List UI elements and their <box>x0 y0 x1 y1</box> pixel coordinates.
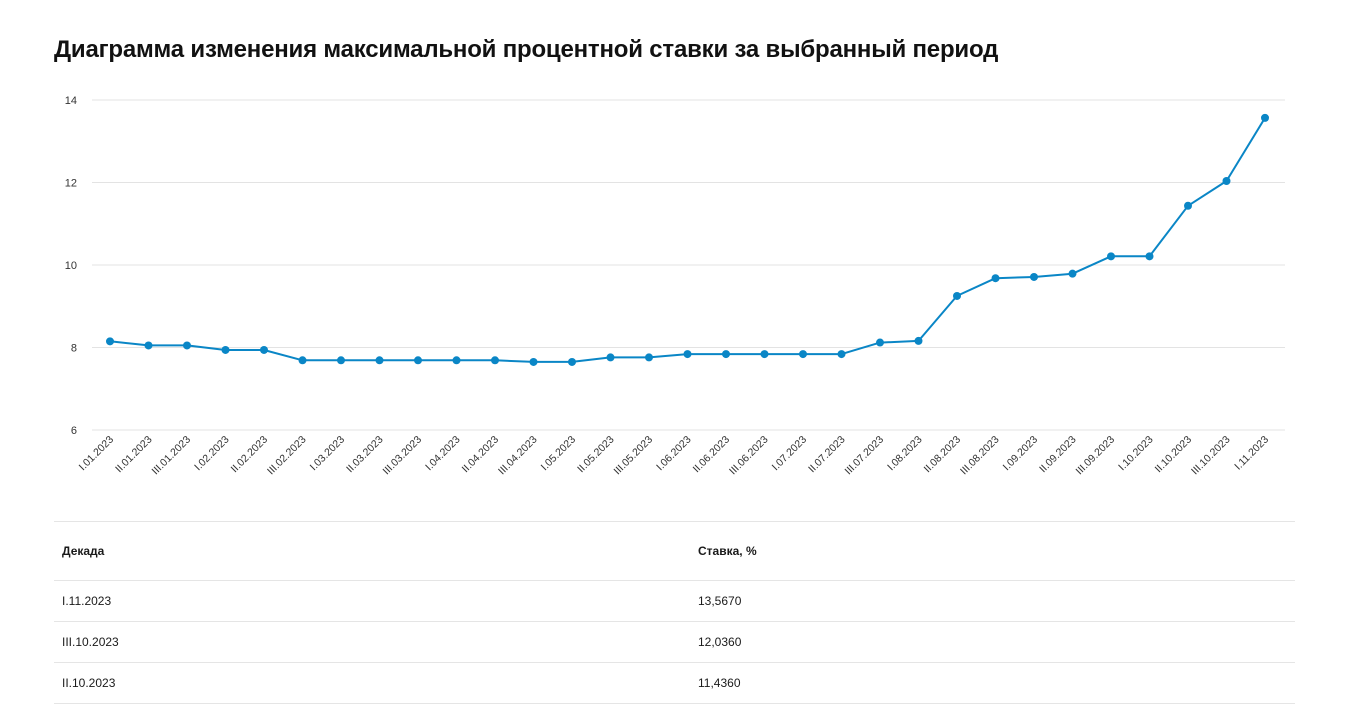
x-tick-label: I.07.2023 <box>770 434 810 474</box>
page-title: Диаграмма изменения максимальной процент… <box>54 36 999 63</box>
data-point[interactable] <box>645 353 653 362</box>
decade-cell: I.11.2023 <box>54 580 690 622</box>
x-tick-label: III.06.2023 <box>727 434 771 478</box>
x-tick-label: I.09.2023 <box>1001 434 1041 474</box>
data-point[interactable] <box>1261 113 1269 122</box>
x-tick-label: I.04.2023 <box>423 434 463 474</box>
data-point[interactable] <box>106 337 114 346</box>
data-point[interactable] <box>144 341 153 350</box>
data-point[interactable] <box>221 345 230 354</box>
x-tick-label: I.06.2023 <box>654 434 694 474</box>
rate-cell: 13,5670 <box>690 580 1295 622</box>
data-point[interactable] <box>683 350 692 359</box>
data-point[interactable] <box>260 345 268 354</box>
data-point[interactable] <box>491 356 499 365</box>
data-point[interactable] <box>799 350 807 359</box>
rate-series-line <box>109 117 1266 363</box>
x-tick-label: III.05.2023 <box>612 434 656 478</box>
x-tick-label: III.09.2023 <box>1074 434 1118 478</box>
data-point[interactable] <box>722 350 730 359</box>
x-tick-label: I.11.2023 <box>1232 434 1271 473</box>
decade-cell: III.10.2023 <box>54 621 690 663</box>
x-tick-label: III.10.2023 <box>1189 434 1233 478</box>
x-tick-label: I.02.2023 <box>192 434 232 474</box>
x-tick-label: I.03.2023 <box>308 434 348 474</box>
x-tick-label: III.01.2023 <box>150 434 194 478</box>
data-point[interactable] <box>375 356 384 365</box>
data-point[interactable] <box>953 291 961 300</box>
data-point[interactable] <box>1107 252 1115 261</box>
column-header-rate: Ставка, % <box>690 521 1295 581</box>
data-point[interactable] <box>837 350 846 359</box>
x-tick-label: I.05.2023 <box>539 434 579 474</box>
y-tick-label: 6 <box>71 425 77 437</box>
data-point[interactable] <box>760 350 769 359</box>
rate-cell: 12,0360 <box>690 621 1295 663</box>
x-tick-label: I.08.2023 <box>885 434 925 474</box>
data-point[interactable] <box>1145 252 1154 261</box>
table-row: III.10.2023 12,0360 <box>54 621 1295 663</box>
table-row: II.10.2023 11,4360 <box>54 662 1295 704</box>
x-tick-label: I.10.2023 <box>1116 434 1156 474</box>
series-line-layer <box>109 117 1266 363</box>
y-tick-label: 8 <box>71 343 77 355</box>
data-point[interactable] <box>414 356 422 365</box>
data-point[interactable] <box>606 353 615 362</box>
rate-table: Декада Ставка, % I.11.2023 13,5670 III.1… <box>54 521 1295 704</box>
x-tick-label: I.01.2023 <box>77 434 117 474</box>
y-tick-label: 10 <box>65 260 77 272</box>
x-tick-label: III.02.2023 <box>265 434 309 478</box>
table-header-row: Декада Ставка, % <box>54 521 1295 581</box>
y-tick-label: 12 <box>65 178 77 190</box>
x-tick-label: III.04.2023 <box>496 434 540 478</box>
data-point[interactable] <box>914 336 923 345</box>
data-point[interactable] <box>529 357 538 366</box>
data-point[interactable] <box>183 341 191 350</box>
data-point[interactable] <box>1068 269 1077 278</box>
data-point[interactable] <box>876 338 884 347</box>
data-point[interactable] <box>1184 201 1192 210</box>
data-point[interactable] <box>452 356 461 365</box>
data-point[interactable] <box>1030 272 1038 281</box>
x-tick-label: III.08.2023 <box>958 434 1002 478</box>
data-point[interactable] <box>298 356 307 365</box>
data-point[interactable] <box>991 274 1000 283</box>
rate-cell: 11,4360 <box>690 662 1295 704</box>
table-row: I.11.2023 13,5670 <box>54 580 1295 622</box>
decade-cell: II.10.2023 <box>54 662 690 704</box>
chart-grid <box>92 99 1285 431</box>
x-tick-label: III.07.2023 <box>843 434 887 478</box>
y-axis-ticks: 6 8 10 12 14 <box>65 95 77 437</box>
x-tick-label: III.03.2023 <box>381 434 425 478</box>
data-point[interactable] <box>1222 177 1231 186</box>
data-point[interactable] <box>337 356 345 365</box>
column-header-decade: Декада <box>54 521 690 581</box>
series-points <box>106 113 1269 366</box>
y-tick-label: 14 <box>65 95 77 107</box>
data-point[interactable] <box>568 357 576 366</box>
